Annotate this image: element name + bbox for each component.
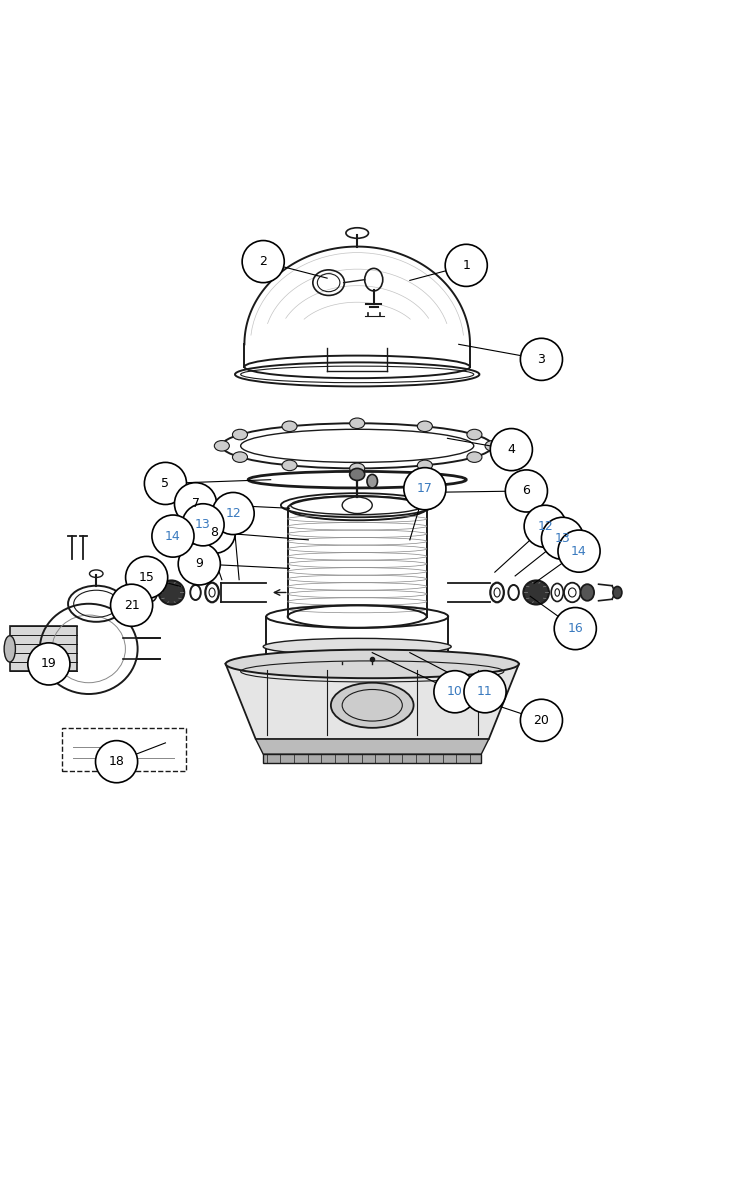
Text: 2: 2 [259, 256, 267, 268]
Polygon shape [263, 754, 481, 763]
Text: 6: 6 [523, 485, 530, 498]
Circle shape [464, 671, 506, 713]
Text: 1: 1 [462, 259, 470, 272]
Ellipse shape [282, 460, 297, 470]
Ellipse shape [282, 421, 297, 432]
Circle shape [520, 338, 562, 380]
Ellipse shape [523, 581, 549, 605]
Ellipse shape [467, 452, 482, 462]
Text: 12: 12 [538, 520, 553, 533]
Ellipse shape [350, 463, 365, 474]
Circle shape [182, 504, 224, 546]
Circle shape [434, 671, 476, 713]
Circle shape [520, 700, 562, 742]
Text: 18: 18 [108, 755, 125, 768]
Circle shape [193, 511, 235, 553]
Ellipse shape [263, 638, 451, 655]
Ellipse shape [367, 474, 378, 488]
Text: 13: 13 [196, 518, 211, 532]
Text: 11: 11 [478, 685, 493, 698]
Text: 14: 14 [165, 529, 180, 542]
Circle shape [445, 245, 487, 287]
Text: 19: 19 [41, 658, 56, 671]
Text: 4: 4 [508, 443, 515, 456]
Text: 12: 12 [226, 508, 241, 520]
Polygon shape [226, 664, 519, 739]
Circle shape [524, 505, 566, 547]
Text: 21: 21 [124, 599, 139, 612]
Ellipse shape [350, 468, 365, 480]
Text: 17: 17 [417, 482, 433, 496]
Ellipse shape [613, 587, 622, 599]
Polygon shape [10, 626, 77, 672]
Ellipse shape [232, 430, 247, 440]
Text: 3: 3 [538, 353, 545, 366]
Circle shape [28, 643, 70, 685]
Circle shape [242, 240, 284, 283]
Ellipse shape [417, 421, 432, 432]
Text: 20: 20 [533, 714, 550, 727]
Ellipse shape [4, 636, 15, 662]
Circle shape [126, 557, 168, 599]
Circle shape [178, 542, 220, 584]
Text: 7: 7 [192, 497, 199, 510]
Polygon shape [256, 739, 489, 754]
Text: 9: 9 [196, 558, 203, 570]
Ellipse shape [467, 430, 482, 440]
Ellipse shape [350, 418, 365, 428]
Circle shape [144, 462, 186, 504]
Circle shape [174, 482, 217, 524]
Text: 8: 8 [211, 526, 218, 539]
Text: 16: 16 [568, 622, 583, 635]
Text: 13: 13 [555, 532, 570, 545]
Circle shape [558, 530, 600, 572]
Ellipse shape [159, 581, 184, 605]
Ellipse shape [350, 661, 364, 672]
Circle shape [404, 468, 446, 510]
Ellipse shape [331, 683, 414, 728]
Circle shape [505, 470, 547, 512]
Text: 5: 5 [162, 476, 169, 490]
Circle shape [212, 492, 254, 534]
Ellipse shape [485, 440, 500, 451]
Circle shape [96, 740, 138, 782]
Circle shape [111, 584, 153, 626]
Circle shape [541, 517, 584, 559]
Circle shape [152, 515, 194, 557]
Ellipse shape [417, 460, 432, 470]
Bar [62, 728, 186, 772]
Circle shape [490, 428, 532, 470]
Text: 10: 10 [447, 685, 463, 698]
Ellipse shape [214, 440, 229, 451]
Circle shape [554, 607, 596, 649]
Text: 15: 15 [138, 571, 155, 584]
Ellipse shape [581, 584, 594, 601]
Ellipse shape [232, 452, 247, 462]
Text: 14: 14 [572, 545, 587, 558]
Ellipse shape [226, 649, 519, 678]
